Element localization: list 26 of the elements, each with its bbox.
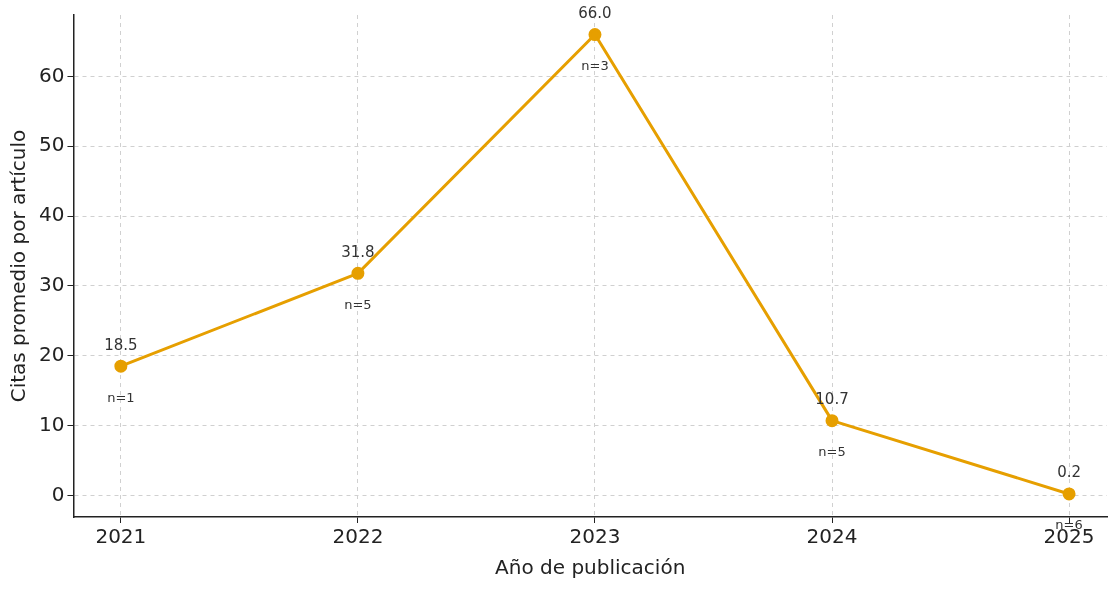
- y-tick-label: 30: [39, 272, 65, 297]
- y-tick-label: 60: [39, 62, 65, 87]
- x-tick-label: 2024: [806, 524, 858, 549]
- data-label: 31.8: [341, 242, 375, 261]
- y-tick-label: 20: [39, 341, 65, 366]
- point: [351, 266, 365, 280]
- data-label: 66.0: [578, 3, 612, 22]
- y-tick-label: 0: [51, 481, 65, 506]
- point: [825, 414, 839, 428]
- x-axis-title: Año de publicación: [495, 555, 686, 580]
- annotation: n=1: [107, 389, 135, 405]
- annotation: n=5: [818, 444, 846, 460]
- annotation: n=3: [581, 57, 609, 73]
- annotation: n=5: [344, 296, 372, 312]
- y-tick-label: 50: [39, 132, 65, 157]
- y-axis-title: Citas promedio por artículo: [6, 129, 31, 403]
- y-tick-label: 40: [39, 202, 65, 227]
- x-tick-label: 2023: [569, 524, 621, 549]
- data-label: 0.2: [1057, 463, 1081, 482]
- x-tick-label: 2021: [95, 524, 147, 549]
- x-tick-label: 2022: [332, 524, 384, 549]
- point: [588, 28, 602, 42]
- data-label: 18.5: [104, 335, 138, 354]
- point: [114, 359, 128, 373]
- point: [1062, 487, 1076, 501]
- y-tick-label: 10: [39, 411, 65, 436]
